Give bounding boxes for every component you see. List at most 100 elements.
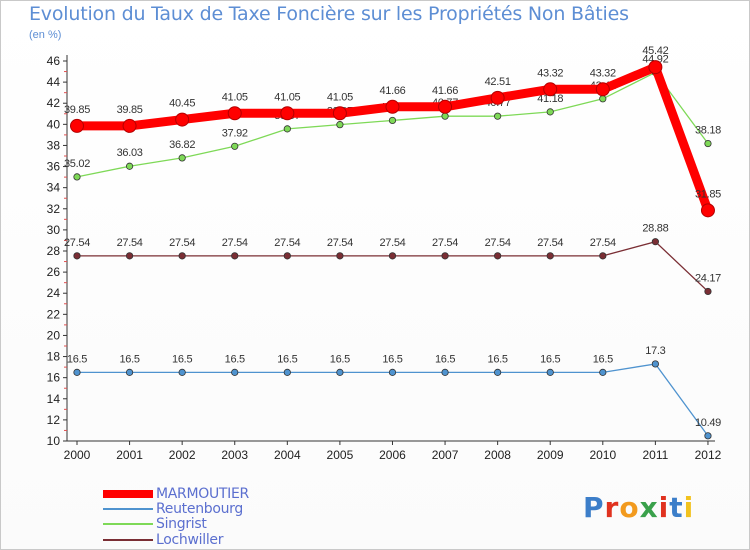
data-label-reutenbourg: 16.5 bbox=[225, 353, 245, 365]
data-label-singrist: 44.92 bbox=[642, 53, 668, 65]
x-tick-label: 2003 bbox=[221, 448, 248, 462]
y-tick-label: 32 bbox=[47, 202, 61, 216]
x-tick-label: 2009 bbox=[537, 448, 564, 462]
data-label-marmoutier: 43.32 bbox=[590, 67, 616, 79]
point-lochwiller bbox=[388, 252, 397, 260]
data-label-lochwiller: 27.54 bbox=[169, 237, 195, 249]
y-tick-label: 22 bbox=[47, 307, 61, 321]
point-marmoutier bbox=[227, 106, 242, 121]
point-singrist bbox=[125, 162, 134, 170]
y-tick-label: 24 bbox=[47, 286, 61, 300]
data-label-singrist: 37.92 bbox=[222, 127, 248, 139]
y-tick-label: 18 bbox=[47, 350, 61, 364]
logo-letter: t bbox=[669, 491, 684, 524]
point-singrist bbox=[494, 112, 502, 120]
point-singrist bbox=[388, 116, 397, 125]
logo-letter: r bbox=[604, 491, 620, 524]
data-label-marmoutier: 40.45 bbox=[169, 98, 195, 110]
y-tick-label: 36 bbox=[47, 160, 61, 174]
y-tick-label: 12 bbox=[47, 413, 61, 427]
point-marmoutier bbox=[70, 118, 84, 133]
logo-letter: i bbox=[683, 491, 695, 524]
data-label-marmoutier: 41.05 bbox=[222, 91, 248, 103]
data-label-singrist: 36.03 bbox=[117, 147, 143, 159]
legend-item-reutenbourg: Reutenbourg bbox=[103, 501, 243, 517]
logo-letter: P bbox=[583, 491, 605, 524]
y-tick-label: 26 bbox=[47, 265, 61, 279]
point-lochwiller bbox=[283, 252, 291, 260]
legend-swatch bbox=[103, 539, 153, 541]
data-label-reutenbourg: 16.5 bbox=[119, 353, 139, 365]
point-singrist bbox=[178, 154, 186, 162]
legend-item-singrist: Singrist bbox=[103, 516, 207, 532]
x-tick-label: 2005 bbox=[327, 448, 354, 462]
data-label-singrist: 38.18 bbox=[695, 125, 721, 137]
point-reutenbourg bbox=[178, 368, 186, 376]
point-lochwiller bbox=[125, 252, 134, 260]
data-label-lochwiller: 27.54 bbox=[379, 237, 405, 249]
data-label-marmoutier: 31.85 bbox=[695, 188, 721, 200]
point-singrist bbox=[73, 173, 81, 181]
data-label-marmoutier: 41.66 bbox=[379, 85, 405, 97]
point-marmoutier bbox=[385, 99, 400, 114]
data-label-lochwiller: 27.54 bbox=[222, 237, 248, 249]
data-label-singrist: 41.18 bbox=[537, 93, 563, 105]
data-label-reutenbourg: 16.5 bbox=[382, 353, 402, 365]
point-singrist bbox=[704, 139, 712, 148]
legend-item-lochwiller: Lochwiller bbox=[103, 532, 223, 548]
legend-swatch bbox=[103, 523, 153, 525]
point-reutenbourg bbox=[283, 368, 291, 376]
point-singrist bbox=[336, 121, 344, 129]
point-lochwiller bbox=[704, 287, 712, 296]
point-singrist bbox=[231, 142, 239, 150]
point-lochwiller bbox=[231, 252, 239, 260]
data-label-marmoutier: 41.66 bbox=[432, 85, 458, 97]
data-label-lochwiller: 27.54 bbox=[485, 237, 511, 249]
point-reutenbourg bbox=[231, 368, 239, 376]
logo-letter: i bbox=[658, 491, 670, 524]
y-tick-label: 10 bbox=[47, 434, 61, 448]
data-label-reutenbourg: 10.49 bbox=[695, 417, 721, 429]
data-label-singrist: 36.82 bbox=[169, 139, 195, 151]
point-lochwiller bbox=[336, 252, 344, 260]
legend-item-marmoutier: MARMOUTIER bbox=[103, 486, 249, 502]
point-reutenbourg bbox=[73, 368, 81, 376]
data-label-reutenbourg: 16.5 bbox=[540, 353, 560, 365]
data-label-reutenbourg: 16.5 bbox=[172, 353, 192, 365]
point-reutenbourg bbox=[336, 368, 344, 376]
data-label-reutenbourg: 17.3 bbox=[645, 345, 665, 357]
y-tick-label: 40 bbox=[47, 117, 61, 131]
x-tick-label: 2010 bbox=[589, 448, 616, 462]
point-reutenbourg bbox=[704, 432, 712, 440]
point-reutenbourg bbox=[651, 360, 659, 368]
x-tick-label: 2002 bbox=[169, 448, 196, 462]
point-marmoutier bbox=[543, 82, 558, 97]
point-singrist bbox=[599, 95, 607, 103]
point-reutenbourg bbox=[599, 368, 607, 376]
point-marmoutier bbox=[700, 203, 715, 218]
x-tick-label: 2012 bbox=[695, 448, 722, 462]
point-marmoutier bbox=[595, 82, 610, 97]
data-label-lochwiller: 27.54 bbox=[590, 237, 616, 249]
legend-swatch bbox=[103, 490, 153, 498]
point-lochwiller bbox=[73, 252, 81, 260]
data-label-marmoutier: 41.05 bbox=[327, 91, 353, 103]
y-tick-label: 28 bbox=[47, 244, 61, 258]
data-label-lochwiller: 27.54 bbox=[117, 237, 143, 249]
data-label-reutenbourg: 16.5 bbox=[488, 353, 508, 365]
x-tick-label: 2011 bbox=[642, 448, 668, 462]
point-lochwiller bbox=[546, 252, 554, 260]
point-marmoutier bbox=[280, 106, 295, 121]
point-lochwiller bbox=[441, 252, 449, 260]
point-marmoutier bbox=[648, 60, 663, 75]
data-label-lochwiller: 27.54 bbox=[327, 237, 353, 249]
point-marmoutier bbox=[175, 112, 190, 127]
series-line-lochwiller bbox=[77, 240, 709, 292]
x-tick-label: 2008 bbox=[484, 448, 511, 462]
y-tick-label: 34 bbox=[47, 181, 61, 195]
data-label-marmoutier: 39.85 bbox=[117, 104, 143, 116]
x-tick-label: 2001 bbox=[116, 448, 143, 462]
data-label-reutenbourg: 16.5 bbox=[277, 353, 297, 365]
data-label-lochwiller: 28.88 bbox=[642, 223, 668, 235]
data-label-lochwiller: 27.54 bbox=[537, 237, 563, 249]
